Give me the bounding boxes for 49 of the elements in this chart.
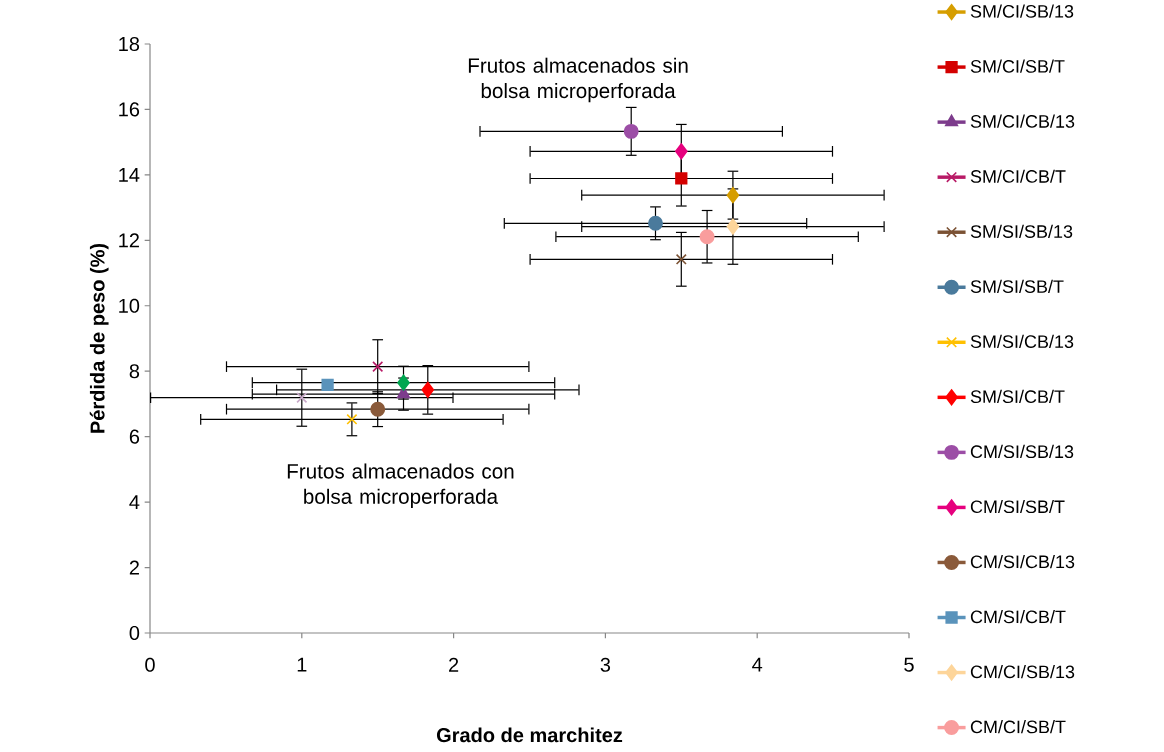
x-tick-label: 3 <box>600 657 611 672</box>
point <box>675 143 688 160</box>
y-tick-label: 4 <box>129 495 140 509</box>
y-tick-label: 14 <box>119 168 140 182</box>
x-tick-label: 2 <box>449 657 459 672</box>
annotation: Frutos almacenados con bolsa microperforada <box>287 463 514 509</box>
point <box>321 378 334 392</box>
point <box>726 187 740 204</box>
point <box>726 218 740 235</box>
y-tick-label: 10 <box>119 298 140 313</box>
legend-label: SM/SI/SB/13 <box>970 224 1073 238</box>
legend-label: SM/CI/SB/T <box>970 59 1065 73</box>
legend-label: CM/CI/SB/T <box>970 720 1066 734</box>
legend-label: SM/CI/CB/13 <box>970 114 1075 128</box>
y-tick-label: 16 <box>119 102 140 117</box>
annotation: Frutos almacenados sin bolsa microperforada <box>468 57 688 103</box>
x-tick-label: 0 <box>145 657 155 672</box>
y-tick-label: 8 <box>129 364 140 379</box>
y-tick-label: 6 <box>129 429 140 444</box>
y-axis-title: Pérdida de peso (%) <box>89 243 109 433</box>
y-tick-label: 2 <box>129 560 139 575</box>
point <box>296 392 308 404</box>
legend-label: CM/SI/CB/T <box>970 609 1066 624</box>
x-tick-label: 5 <box>904 657 914 672</box>
legend-label: SM/SI/CB/T <box>970 389 1065 404</box>
legend-label: SM/CI/CB/T <box>970 169 1066 183</box>
point <box>675 253 687 265</box>
y-tick-label: 0 <box>129 625 140 641</box>
x-tick-label: 4 <box>752 657 763 672</box>
point <box>623 123 639 139</box>
point <box>346 413 358 425</box>
legend-label: CM/SI/SB/T <box>970 499 1065 514</box>
legend-label: CM/CI/SB/13 <box>970 665 1075 679</box>
legend-label: SM/SI/SB/T <box>970 279 1064 293</box>
legend-label: SM/CI/SB/13 <box>970 4 1074 18</box>
legend-label: CM/SI/SB/13 <box>970 444 1074 459</box>
legend-label: SM/SI/CB/13 <box>970 334 1074 348</box>
y-tick-label: 12 <box>119 233 139 248</box>
point <box>648 215 663 231</box>
point <box>675 172 688 185</box>
x-axis-title: Grado de marchitez <box>436 727 623 743</box>
legend-label: CM/SI/CB/13 <box>970 554 1075 569</box>
y-tick-label: 18 <box>119 36 140 52</box>
point <box>372 361 384 373</box>
point <box>421 381 435 398</box>
point <box>397 374 410 391</box>
x-tick-label: 1 <box>297 657 307 672</box>
point <box>370 401 386 417</box>
point <box>699 229 715 245</box>
